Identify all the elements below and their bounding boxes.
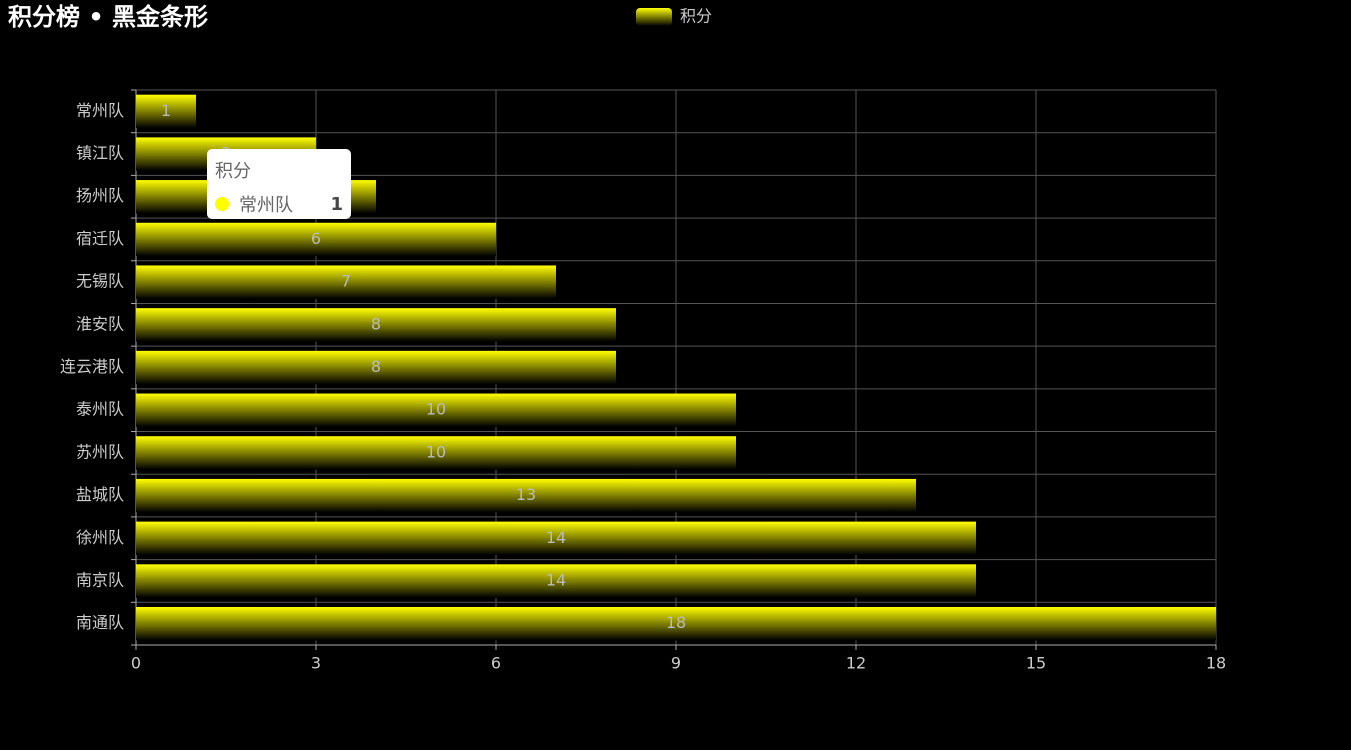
bar	[136, 478, 916, 513]
tooltip-row: 常州队 1	[215, 191, 343, 217]
y-tick-label: 南通队	[76, 613, 124, 632]
bar	[136, 222, 496, 257]
y-tick-label: 南京队	[76, 570, 124, 589]
bar	[136, 350, 616, 385]
bar	[136, 265, 556, 299]
y-tick-label: 盐城队	[76, 485, 124, 504]
bar	[136, 564, 976, 598]
tooltip-marker	[215, 197, 229, 211]
value-label: 10	[426, 442, 446, 461]
tooltip-title: 积分	[215, 161, 251, 182]
x-tick-label: 18	[1206, 654, 1226, 673]
bar	[136, 94, 196, 128]
y-tick-label: 宿迁队	[76, 229, 124, 248]
bar	[136, 521, 976, 555]
y-tick-label: 泰州队	[76, 400, 124, 419]
y-tick-label: 苏州队	[76, 442, 124, 461]
value-label: 8	[371, 314, 381, 333]
value-label: 13	[516, 485, 536, 504]
bar	[136, 393, 736, 427]
x-tick-label: 0	[131, 654, 141, 673]
bar	[136, 308, 616, 342]
legend-label[interactable]: 积分	[680, 7, 712, 26]
value-label: 10	[426, 400, 446, 419]
y-tick-label: 连云港队	[60, 357, 124, 376]
value-label: 14	[546, 570, 566, 589]
y-tick-label: 淮安队	[76, 314, 124, 333]
y-tick-label: 无锡队	[76, 272, 124, 291]
y-tick-label: 常州队	[76, 101, 124, 120]
value-label: 6	[311, 229, 321, 248]
x-tick-label: 9	[671, 654, 681, 673]
x-tick-label: 6	[491, 654, 501, 673]
value-label: 14	[546, 528, 566, 547]
x-tick-label: 15	[1026, 654, 1046, 673]
tooltip-name: 常州队	[239, 195, 293, 216]
value-label: 18	[666, 613, 686, 632]
bar	[136, 436, 736, 470]
x-tick-label: 3	[311, 654, 321, 673]
legend-icon[interactable]	[636, 8, 672, 26]
value-label: 8	[371, 357, 381, 376]
y-tick-label: 镇江队	[76, 144, 124, 163]
y-tick-label: 徐州队	[76, 528, 124, 547]
value-label: 1	[161, 101, 171, 120]
bar	[136, 607, 1216, 641]
chart-title: 积分榜 • 黑金条形	[8, 3, 208, 31]
x-tick-label: 12	[846, 654, 866, 673]
tooltip-value: 1	[330, 193, 343, 215]
y-tick-label: 扬州队	[76, 186, 124, 205]
value-label: 7	[341, 272, 351, 291]
tooltip: 积分 常州队 1	[207, 149, 351, 219]
